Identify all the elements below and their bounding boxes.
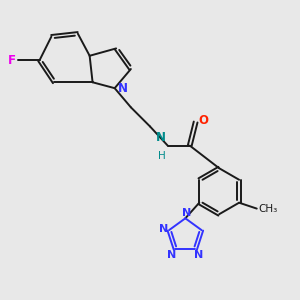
Text: CH₃: CH₃ (258, 204, 278, 214)
Text: F: F (8, 54, 16, 67)
Text: N: N (167, 250, 176, 260)
Text: N: N (118, 82, 128, 95)
Text: N: N (159, 224, 168, 234)
Text: O: O (199, 114, 208, 127)
Text: N: N (182, 208, 191, 218)
Text: H: H (158, 151, 166, 161)
Text: N: N (194, 250, 203, 260)
Text: N: N (156, 131, 166, 144)
